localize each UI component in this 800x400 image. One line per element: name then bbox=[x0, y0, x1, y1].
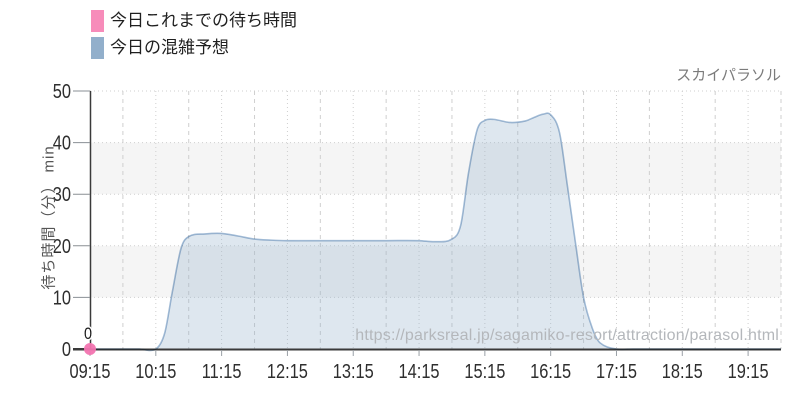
grid-band bbox=[90, 245, 781, 298]
watermark-url: https://parksreal.jp/sagamiko-resort/att… bbox=[355, 327, 779, 344]
legend-label: 今日の混雑予想 bbox=[110, 38, 229, 57]
x-tick-label: 09:15 bbox=[70, 359, 111, 382]
grid-band bbox=[90, 142, 781, 195]
x-tick-label: 15:15 bbox=[464, 359, 505, 382]
y-tick-label: 30 bbox=[53, 183, 71, 206]
x-tick-label: 18:15 bbox=[662, 359, 703, 382]
legend-swatch-pink bbox=[91, 10, 104, 32]
legend-label: 今日これまでの待ち時間 bbox=[110, 11, 297, 30]
legend: 今日これまでの待ち時間 今日の混雑予想 bbox=[91, 10, 297, 59]
legend-item-actual-wait[interactable]: 今日これまでの待ち時間 bbox=[91, 10, 297, 32]
x-tick-label: 10:15 bbox=[135, 359, 176, 382]
y-tick-label: 50 bbox=[53, 79, 71, 102]
x-tick-label: 14:15 bbox=[399, 359, 440, 382]
legend-swatch-blue bbox=[91, 37, 104, 59]
attraction-title: スカイパラソル bbox=[676, 67, 781, 84]
x-tick-label: 17:15 bbox=[596, 359, 637, 382]
y-tick-label: 0 bbox=[62, 337, 71, 360]
forecast-line bbox=[90, 112, 781, 352]
forecast-area-fill bbox=[90, 113, 781, 351]
x-tick-label: 19:15 bbox=[728, 359, 769, 382]
y-tick-label: 20 bbox=[53, 234, 71, 257]
x-tick-label: 16:15 bbox=[530, 359, 571, 382]
x-tick-label: 11:15 bbox=[202, 359, 242, 382]
y-axis-title: 待ち時間（分） min bbox=[40, 145, 58, 290]
today-wait-point-label: 0 bbox=[84, 325, 92, 343]
y-tick-label: 40 bbox=[53, 131, 71, 154]
x-tick-label: 13:15 bbox=[333, 359, 374, 382]
y-tick-label: 10 bbox=[53, 286, 71, 309]
legend-item-forecast[interactable]: 今日の混雑予想 bbox=[91, 37, 297, 59]
x-tick-label: 12:15 bbox=[267, 359, 308, 382]
today-wait-point bbox=[84, 343, 96, 355]
